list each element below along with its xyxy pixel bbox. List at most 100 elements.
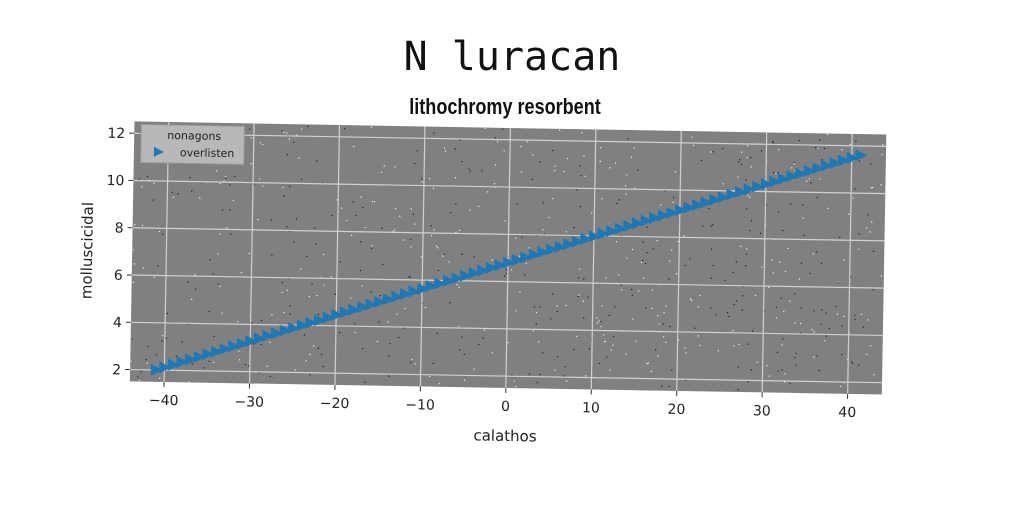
noise-dot bbox=[631, 288, 633, 291]
noise-dot bbox=[802, 204, 804, 206]
noise-dot bbox=[835, 305, 837, 308]
noise-dot bbox=[416, 150, 418, 152]
noise-dot bbox=[800, 322, 802, 325]
noise-dot bbox=[226, 227, 228, 229]
noise-dot bbox=[826, 133, 829, 136]
noise-dot bbox=[840, 385, 842, 388]
noise-dot bbox=[766, 365, 768, 367]
data-point-overlisten bbox=[417, 282, 430, 295]
noise-dot bbox=[538, 341, 540, 343]
y-tick-label-5: 12 bbox=[107, 126, 125, 142]
noise-dot bbox=[596, 317, 598, 319]
noise-dot bbox=[269, 375, 272, 377]
data-point-overlisten bbox=[777, 172, 790, 185]
noise-dot bbox=[862, 326, 864, 328]
noise-dot bbox=[535, 323, 537, 325]
noise-dot bbox=[535, 311, 538, 314]
data-point-overlisten bbox=[657, 209, 670, 222]
noise-dot bbox=[350, 297, 352, 299]
noise-dot bbox=[449, 212, 452, 214]
noise-dot bbox=[371, 200, 373, 203]
noise-dot bbox=[314, 227, 316, 229]
noise-dot bbox=[802, 217, 804, 219]
data-point-overlisten bbox=[485, 261, 498, 274]
noise-dot bbox=[642, 259, 644, 262]
noise-dot bbox=[162, 233, 164, 236]
noise-dot bbox=[382, 263, 384, 266]
noise-dot bbox=[820, 323, 822, 325]
data-point-overlisten bbox=[769, 175, 782, 188]
noise-dot bbox=[870, 187, 873, 189]
noise-dot bbox=[780, 297, 782, 300]
noise-dot bbox=[403, 327, 405, 329]
noise-dot bbox=[618, 199, 620, 201]
noise-dot bbox=[493, 183, 496, 185]
grid-line-x-0 bbox=[163, 122, 170, 382]
noise-dot bbox=[552, 149, 554, 152]
noise-dot bbox=[668, 278, 670, 280]
data-point-overlisten bbox=[752, 180, 765, 193]
noise-dot bbox=[132, 281, 135, 284]
noise-dot bbox=[289, 313, 291, 315]
noise-dot bbox=[306, 255, 308, 258]
noise-dot bbox=[296, 134, 298, 136]
noise-dot bbox=[813, 310, 815, 312]
noise-dot bbox=[259, 142, 262, 144]
noise-dot bbox=[663, 336, 665, 338]
noise-dot bbox=[858, 160, 860, 162]
noise-dot bbox=[494, 164, 497, 166]
noise-dot bbox=[750, 220, 753, 222]
noise-dot bbox=[334, 293, 337, 295]
data-point-overlisten bbox=[597, 227, 610, 240]
noise-dot bbox=[250, 137, 252, 139]
noise-dot bbox=[370, 291, 372, 293]
noise-dot bbox=[821, 159, 823, 161]
noise-dot bbox=[684, 347, 686, 349]
noise-dot bbox=[732, 271, 734, 274]
noise-dot bbox=[331, 214, 333, 216]
noise-dot bbox=[584, 175, 586, 177]
noise-dot bbox=[177, 193, 179, 195]
x-tick-label-4: 0 bbox=[501, 399, 510, 415]
noise-dot bbox=[521, 236, 523, 238]
y-tick-label-0: 2 bbox=[112, 362, 121, 378]
noise-dot bbox=[240, 272, 242, 274]
noise-dot bbox=[461, 160, 463, 163]
data-point-overlisten bbox=[614, 222, 627, 235]
data-point-overlisten bbox=[588, 230, 601, 243]
data-point-overlisten bbox=[245, 335, 258, 348]
x-tick-label-7: 30 bbox=[753, 403, 771, 419]
noise-dot bbox=[146, 175, 149, 178]
noise-dot bbox=[740, 151, 743, 153]
noise-dot bbox=[505, 269, 507, 271]
noise-dot bbox=[145, 358, 147, 361]
noise-dot bbox=[455, 231, 457, 233]
noise-dot bbox=[858, 233, 860, 235]
noise-dot bbox=[675, 272, 678, 275]
noise-dot bbox=[554, 169, 556, 172]
noise-dot bbox=[364, 381, 366, 383]
noise-dot bbox=[359, 269, 361, 272]
noise-dot bbox=[598, 320, 600, 322]
noise-dot bbox=[781, 344, 783, 346]
noise-dot bbox=[213, 335, 215, 337]
noise-dot bbox=[699, 344, 701, 347]
noise-dot bbox=[677, 240, 679, 243]
data-point-overlisten bbox=[193, 350, 206, 363]
noise-dot bbox=[269, 341, 271, 343]
noise-dot bbox=[491, 352, 493, 354]
noise-dot bbox=[787, 247, 789, 250]
data-point-overlisten bbox=[185, 353, 198, 366]
noise-dot bbox=[224, 175, 227, 178]
noise-dot bbox=[424, 306, 427, 309]
noise-dot bbox=[819, 178, 821, 180]
noise-dot bbox=[620, 284, 622, 286]
data-point-overlisten bbox=[717, 191, 730, 204]
noise-dot bbox=[316, 160, 318, 162]
noise-dot bbox=[735, 261, 737, 263]
noise-dot bbox=[388, 375, 390, 377]
noise-dot bbox=[515, 385, 517, 388]
noise-dot bbox=[219, 182, 221, 185]
data-point-overlisten bbox=[580, 233, 593, 246]
noise-dot bbox=[773, 172, 775, 174]
